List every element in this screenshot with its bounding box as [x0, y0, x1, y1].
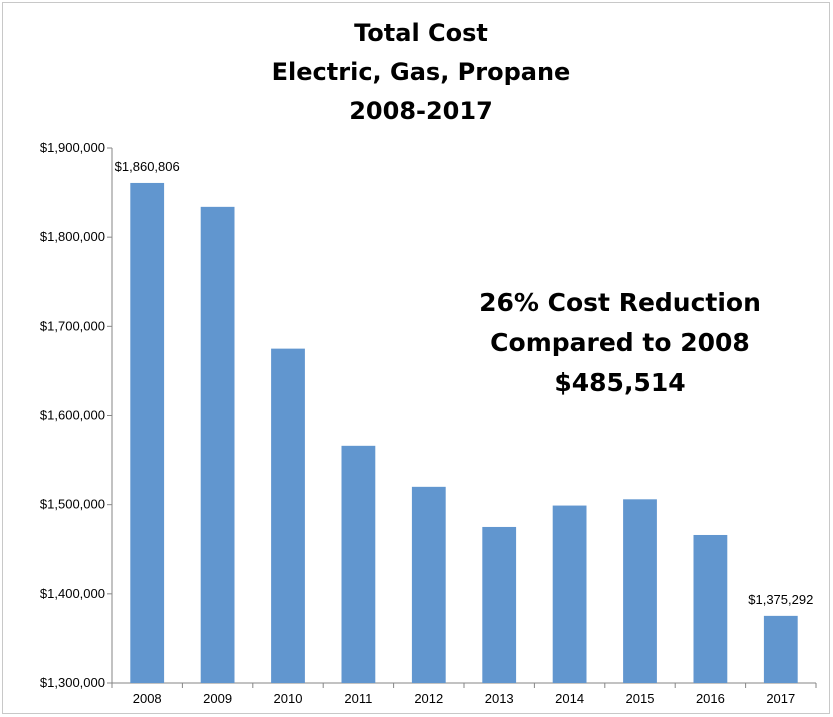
y-tick-label: $1,500,000	[40, 497, 105, 512]
cost-reduction-annotation: 26% Cost Reduction Compared to 2008 $485…	[479, 288, 761, 397]
data-label: $1,375,292	[748, 592, 813, 607]
x-tick-label: 2012	[414, 691, 443, 706]
bar	[341, 445, 376, 683]
y-tick-label: $1,300,000	[40, 675, 105, 690]
y-tick-label: $1,800,000	[40, 229, 105, 244]
y-tick-label: $1,400,000	[40, 586, 105, 601]
x-tick-label: 2008	[133, 691, 162, 706]
annotation-line-3: $485,514	[554, 368, 685, 397]
x-tick-label: 2015	[626, 691, 655, 706]
bars	[130, 182, 798, 683]
bar	[763, 615, 798, 683]
chart-title-line-1: Total Cost	[354, 19, 488, 47]
bar	[271, 348, 305, 683]
axes: $1,300,000 $1,400,000 $1,500,000 $1,600,000…	[40, 140, 817, 706]
x-tick-label: 2016	[696, 691, 725, 706]
bar	[482, 526, 517, 683]
x-tick-label: 2011	[344, 691, 372, 706]
chart-title-line-3: 2008-2017	[349, 97, 493, 125]
y-tick-label: $1,700,000	[40, 318, 105, 333]
chart-title: Total Cost Electric, Gas, Propane 2008-2…	[272, 19, 571, 125]
x-tick-label: 2009	[203, 691, 232, 706]
chart-title-line-2: Electric, Gas, Propane	[272, 58, 571, 86]
bar	[200, 206, 235, 683]
annotation-line-1: 26% Cost Reduction	[479, 288, 761, 317]
bar	[552, 505, 587, 683]
bar	[623, 499, 657, 683]
x-tick-label: 2017	[766, 691, 795, 706]
bar	[130, 182, 165, 683]
data-labels: $1,860,806 $1,375,292	[115, 159, 814, 607]
data-label: $1,860,806	[115, 159, 180, 174]
x-tick-label: 2014	[555, 691, 584, 706]
x-tick-label: 2010	[274, 691, 303, 706]
y-tick-label: $1,600,000	[40, 408, 105, 423]
bar	[411, 486, 446, 683]
annotation-line-2: Compared to 2008	[490, 328, 750, 357]
x-tick-label: 2013	[485, 691, 514, 706]
y-tick-label: $1,900,000	[40, 140, 105, 155]
bar	[693, 534, 728, 683]
